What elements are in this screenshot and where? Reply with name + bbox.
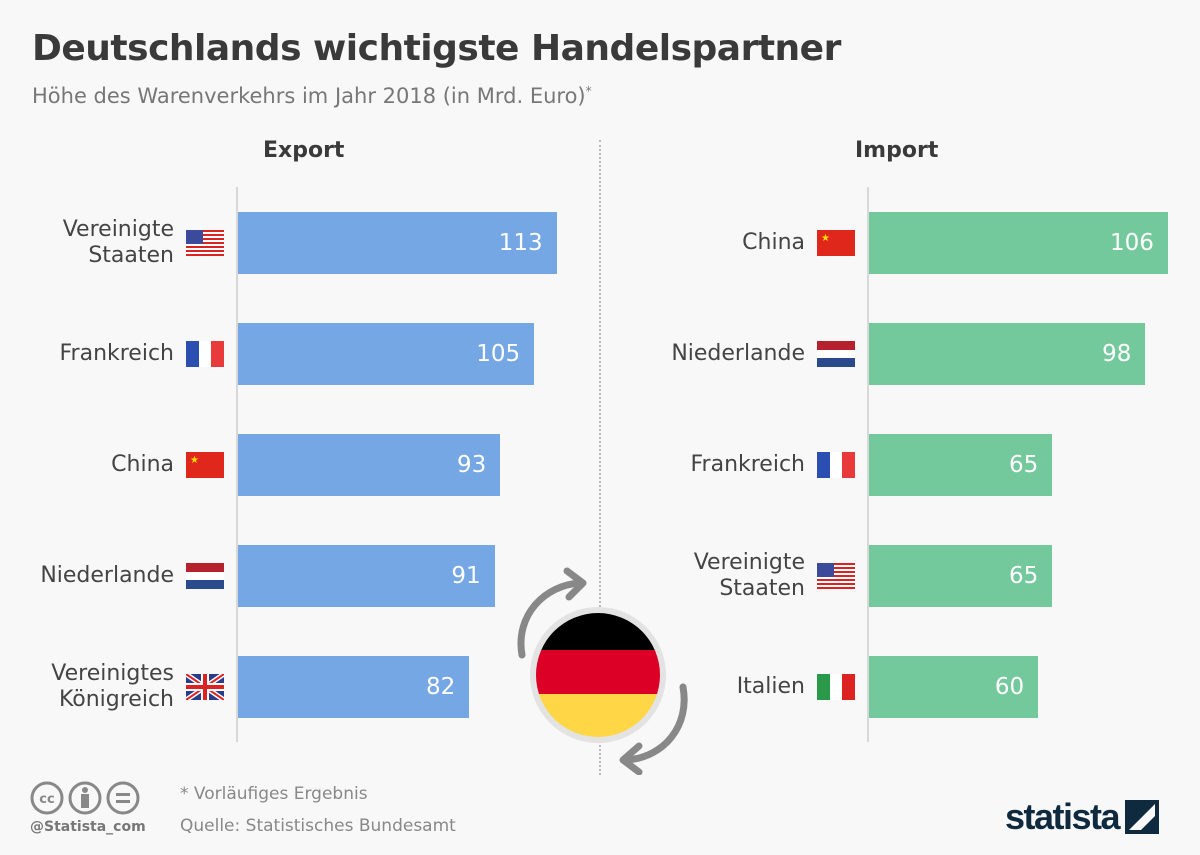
svg-text:★: ★ [821, 233, 830, 244]
statista-handle[interactable]: @Statista_com [30, 819, 146, 835]
nl-flag-icon [186, 563, 224, 589]
bar-value-label: 65 [1009, 452, 1039, 478]
category-label: Vereinigte Staaten [62, 217, 174, 268]
import-heading: Import [855, 138, 939, 163]
statista-logo[interactable]: statista [1005, 796, 1160, 838]
import-bar[interactable]: 98 [869, 323, 1146, 385]
export-bar[interactable]: 93 [238, 434, 501, 496]
nl-flag-icon [817, 341, 855, 367]
import-bar[interactable]: 65 [869, 545, 1053, 607]
category-label: Italien [736, 674, 805, 699]
category-label: Frankreich [690, 452, 805, 477]
svg-text:cc: cc [39, 792, 54, 807]
bar-value-label: 82 [425, 674, 456, 700]
statista-wordmark: statista [1005, 796, 1121, 837]
export-bar[interactable]: 105 [238, 323, 535, 385]
category-label: Vereinigte Staaten [693, 550, 805, 601]
import-bar[interactable]: 60 [869, 656, 1039, 718]
us-flag-icon [817, 563, 855, 589]
subtitle-text: Höhe des Warenverkehrs im Jahr 2018 (in … [32, 84, 586, 108]
category-label: Niederlande [40, 563, 174, 588]
germany-exchange-icon [517, 567, 688, 775]
bar-value-label: 91 [451, 563, 481, 589]
export-bar[interactable]: 82 [238, 656, 470, 718]
bar-value-label: 106 [1110, 230, 1154, 256]
category-label: China [111, 452, 174, 477]
export-axis [236, 187, 238, 742]
cn-flag-icon: ★ [186, 452, 224, 478]
bar-value-label: 98 [1102, 341, 1132, 367]
subtitle-footnote-mark: * [585, 84, 592, 98]
us-flag-icon [186, 230, 224, 256]
footnote: * Vorläufiges Ergebnis [180, 784, 368, 804]
svg-text:★: ★ [190, 455, 199, 466]
export-heading: Export [263, 138, 345, 163]
it-flag-icon [817, 674, 855, 700]
bar-value-label: 93 [456, 452, 487, 478]
cn-flag-icon: ★ [817, 230, 855, 256]
source: Quelle: Statistisches Bundesamt [180, 816, 456, 836]
chart-subtitle: Höhe des Warenverkehrs im Jahr 2018 (in … [32, 84, 592, 108]
import-bar[interactable]: 106 [869, 212, 1168, 274]
fr-flag-icon [817, 452, 855, 478]
fr-flag-icon [186, 341, 224, 367]
gb-flag-icon [186, 674, 224, 700]
category-label: Niederlande [671, 341, 805, 366]
category-label: Vereinigtes Königreich [51, 661, 174, 712]
bar-value-label: 113 [498, 230, 543, 256]
export-bar[interactable]: 91 [238, 545, 495, 607]
bar-value-label: 60 [994, 674, 1025, 700]
category-label: Frankreich [59, 341, 174, 366]
bar-value-label: 65 [1009, 563, 1039, 589]
statista-logo-icon [1125, 800, 1160, 834]
divider [599, 140, 601, 775]
category-label: China [742, 230, 805, 255]
bar-value-label: 105 [476, 341, 521, 367]
cc-license-icons[interactable]: cc [30, 780, 150, 816]
chart-title: Deutschlands wichtigste Handelspartner [32, 28, 841, 69]
export-bar[interactable]: 113 [238, 212, 557, 274]
import-axis [867, 187, 869, 742]
import-bar[interactable]: 65 [869, 434, 1053, 496]
